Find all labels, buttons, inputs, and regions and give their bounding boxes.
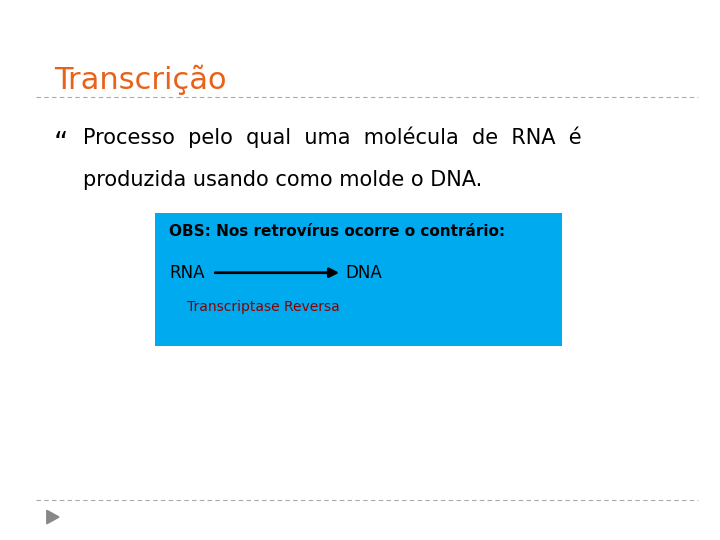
Text: DNA: DNA bbox=[346, 264, 382, 282]
Text: Processo  pelo  qual  uma  molécula  de  RNA  é: Processo pelo qual uma molécula de RNA é bbox=[83, 127, 582, 148]
Polygon shape bbox=[47, 510, 59, 524]
Text: RNA: RNA bbox=[169, 264, 204, 282]
Text: OBS: Nos retrovírus ocorre o contrário:: OBS: Nos retrovírus ocorre o contrário: bbox=[169, 224, 505, 239]
Text: Transcriptase Reversa: Transcriptase Reversa bbox=[187, 300, 340, 314]
Text: “: “ bbox=[54, 130, 68, 158]
Text: produzida usando como molde o DNA.: produzida usando como molde o DNA. bbox=[83, 170, 482, 190]
Bar bbox=[155, 213, 562, 346]
Text: Transcrição: Transcrição bbox=[54, 65, 227, 95]
